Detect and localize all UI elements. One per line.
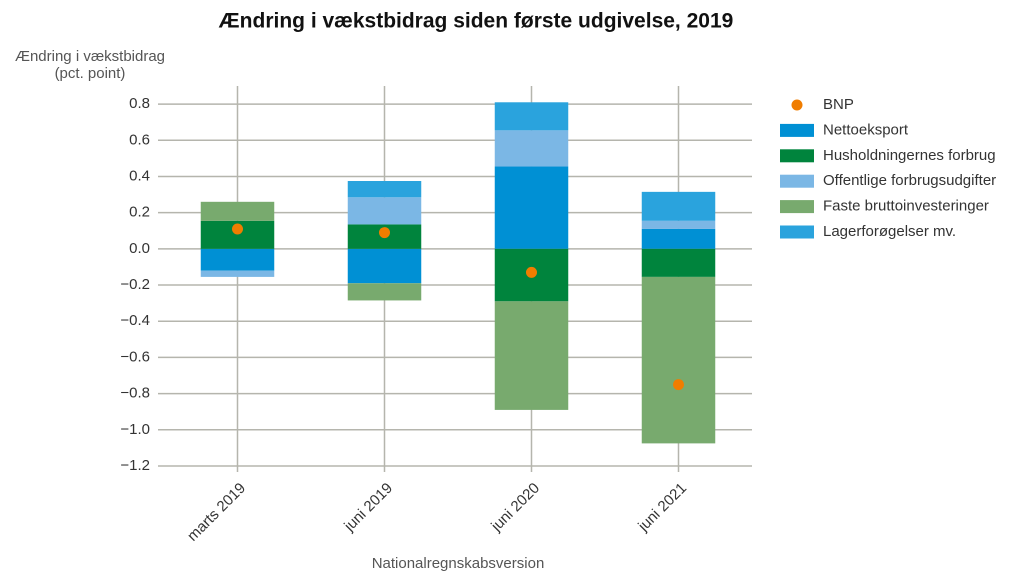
legend-label: Husholdningernes forbrug xyxy=(823,147,996,164)
legend-marker xyxy=(780,200,814,214)
y-tick-label: −1.2 xyxy=(120,457,150,474)
scatter-point xyxy=(232,223,243,235)
y-tick-label: −0.8 xyxy=(120,385,150,402)
legend-marker xyxy=(780,149,814,163)
bar-segment xyxy=(494,166,569,249)
x-tick-label: juni 2019 xyxy=(340,480,396,536)
y-tick-label: −0.2 xyxy=(120,276,150,293)
y-tick-label: 0.2 xyxy=(129,204,150,221)
bar-segment xyxy=(200,248,275,271)
bar-segment xyxy=(347,197,422,225)
legend-label: Lagerforøgelser mv. xyxy=(823,223,956,240)
y-tick-label: 0.4 xyxy=(129,167,150,184)
legend-marker xyxy=(780,225,814,239)
x-tick-label: marts 2019 xyxy=(184,480,249,545)
scatter-point xyxy=(673,379,684,391)
y-axis-label: (pct. point) xyxy=(55,65,126,82)
legend-label: Faste bruttoinvesteringer xyxy=(823,198,989,215)
y-tick-label: 0.6 xyxy=(129,131,150,148)
y-tick-label: −0.4 xyxy=(120,312,150,329)
bar-segment xyxy=(494,102,569,131)
bar-segment xyxy=(641,276,716,444)
legend-label: Offentlige forbrugsudgifter xyxy=(823,172,996,189)
bar-segment xyxy=(494,130,569,167)
legend-label: BNP xyxy=(823,96,854,113)
bar-segment xyxy=(641,220,716,229)
bar-segment xyxy=(641,248,716,277)
legend-marker xyxy=(780,123,814,137)
y-tick-label: 0.8 xyxy=(129,95,150,112)
legend-label: Nettoeksport xyxy=(823,121,909,138)
scatter-point xyxy=(379,227,390,239)
bar-segment xyxy=(494,301,569,410)
y-tick-label: −0.6 xyxy=(120,348,150,365)
y-tick-label: 0.0 xyxy=(129,240,150,257)
scatter-point xyxy=(526,266,537,278)
x-tick-label: juni 2020 xyxy=(487,480,543,536)
chart-title: Ændring i vækstbidrag siden første udgiv… xyxy=(219,10,734,33)
legend-marker xyxy=(791,99,803,111)
bar-segment xyxy=(200,270,275,277)
y-tick-label: −1.0 xyxy=(120,421,150,438)
legend-marker xyxy=(780,174,814,188)
bar-segment xyxy=(347,248,422,284)
y-axis-label: Ændring i vækstbidrag xyxy=(15,48,165,65)
x-tick-label: juni 2021 xyxy=(634,480,690,536)
bar-segment xyxy=(200,201,275,221)
bar-segment xyxy=(641,191,716,221)
bar-segment xyxy=(641,228,716,249)
bar-segment xyxy=(347,181,422,198)
x-axis-label: Nationalregnskabsversion xyxy=(372,555,545,572)
bar-segment xyxy=(347,283,422,301)
